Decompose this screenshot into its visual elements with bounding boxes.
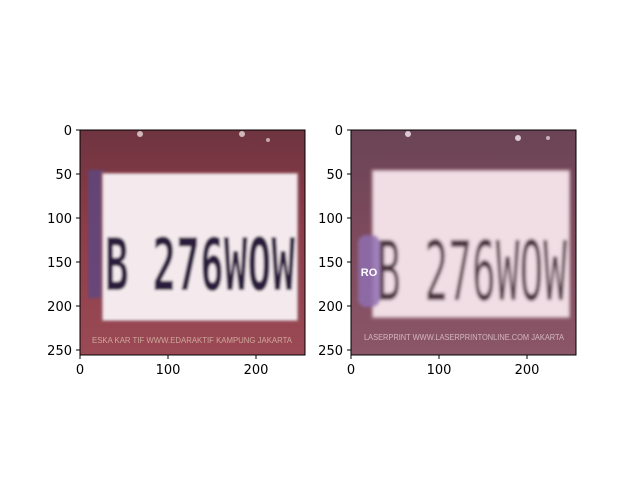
right-x-tick-label: 100 (427, 363, 452, 378)
left-plate-text: B 276WOW (105, 223, 295, 307)
left-side-strip (88, 170, 104, 298)
right-x-tick-label: 0 (347, 363, 355, 378)
right-side-badge (358, 235, 380, 307)
left-y-tick-label: 150 (47, 256, 72, 271)
left-plate-body (101, 172, 299, 322)
left-y-tick-label: 200 (47, 300, 72, 315)
right-y-axis: 0 50 100 150 200 250 (318, 124, 351, 359)
right-axes-frame (350, 129, 577, 356)
right-bolt-highlight (515, 135, 521, 141)
right-y-tick-label: 250 (318, 344, 343, 359)
left-footer-text: ESKA KAR TIF WWW.EDARAKTIF KAMPUNG JAKAR… (92, 336, 293, 345)
right-x-axis: 0 100 200 (347, 355, 540, 378)
right-plate-body (371, 169, 571, 319)
right-side-badge-label: RO (361, 267, 378, 279)
right-plate-text: B 276WOW (377, 225, 567, 320)
right-y-tick-label: 150 (318, 256, 343, 271)
left-y-tick-label: 250 (47, 344, 72, 359)
right-y-tick-label: 50 (326, 168, 343, 183)
right-y-tick-label: 100 (318, 212, 343, 227)
left-x-tick-label: 100 (156, 363, 181, 378)
left-bolt-highlight (266, 138, 270, 142)
left-bolt-highlight (239, 131, 245, 137)
right-bolt-highlight (405, 131, 411, 137)
right-y-tick-label: 0 (335, 124, 343, 139)
right-x-tick-label: 200 (515, 363, 540, 378)
right-bolt-highlight (546, 136, 550, 140)
left-image-panel: B 276WOW ESKA KAR TIF WWW.EDARAKTIF KAMP… (47, 124, 306, 378)
right-image-panel: B 276WOW RO LASERPRINT WWW.LASERPRINTONL… (318, 124, 577, 378)
left-x-tick-label: 200 (244, 363, 269, 378)
right-footer-text: LASERPRINT WWW.LASERPRINTONLINE.COM JAKA… (364, 333, 565, 342)
right-y-tick-label: 200 (318, 300, 343, 315)
left-bolt-highlight (137, 131, 143, 137)
left-y-tick-label: 100 (47, 212, 72, 227)
left-y-axis: 0 50 100 150 200 250 (47, 124, 80, 359)
left-axes-frame (79, 129, 306, 356)
left-x-axis: 0 100 200 (76, 355, 269, 378)
left-y-tick-label: 50 (55, 168, 72, 183)
left-y-tick-label: 0 (64, 124, 72, 139)
left-x-tick-label: 0 (76, 363, 84, 378)
